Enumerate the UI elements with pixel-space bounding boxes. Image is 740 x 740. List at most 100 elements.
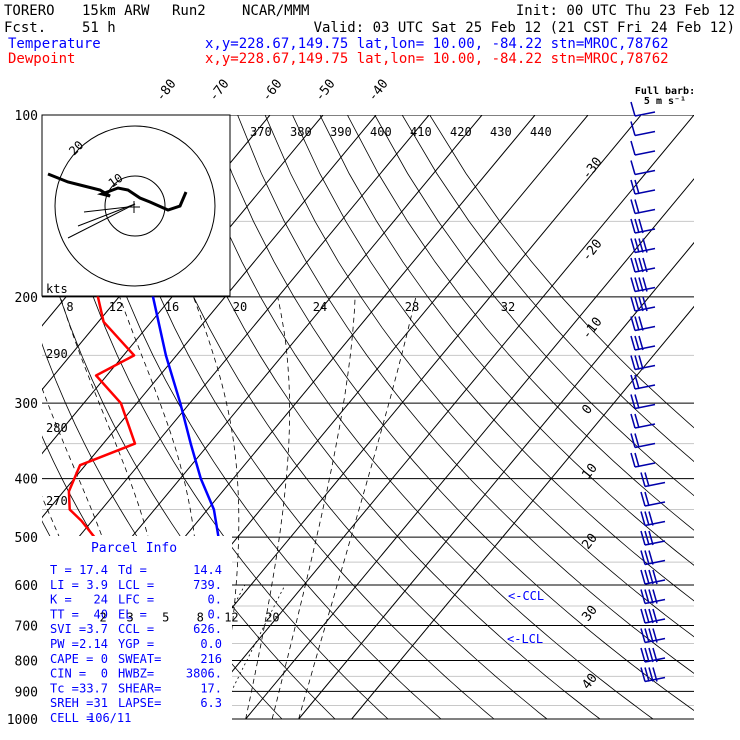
parcel-info-cell: SWEAT= [118, 652, 161, 666]
parcel-info-cell: LI = [50, 578, 79, 592]
parcel-info-cell: 40 [94, 607, 108, 621]
parcel-info-cell: LCL = [118, 578, 154, 592]
forecast-label: Fcst. [4, 20, 46, 36]
wind-barb [630, 199, 656, 215]
parcel-info-cell: Td = [118, 563, 147, 577]
wind-barb [630, 452, 656, 468]
init-time: Init: 00 UTC Thu 23 Feb 12 [516, 3, 735, 19]
wind-barb [640, 589, 666, 605]
theta-e-label: 410 [410, 125, 432, 139]
mixing-ratio-label: 12 [224, 610, 238, 624]
isotherm [245, 178, 694, 720]
dry-adiabat [292, 115, 694, 602]
hodograph-ring-outer [54, 125, 216, 287]
lcl-annotation: <-LCL [507, 632, 543, 646]
pressure-label: 300 [15, 397, 38, 412]
barb-units: 5 m s⁻¹ [644, 96, 686, 107]
dry-adiabat [127, 115, 548, 720]
mixing-ratio-label: 3 [126, 610, 133, 624]
parcel-info-cell: 14.4 [193, 563, 222, 577]
dry-adiabat [264, 115, 694, 638]
speed-tick-label: 12 [109, 300, 123, 314]
legend-temperature: Temperature [8, 36, 101, 52]
isotherm [298, 241, 694, 720]
parcel-info-cell: YGP = [118, 637, 154, 651]
theta-e-label: 370 [250, 125, 272, 139]
wind-barb [630, 218, 656, 234]
wind-barb [640, 530, 666, 546]
theta-e-label: 380 [290, 125, 312, 139]
speed-tick-label: 32 [501, 300, 515, 314]
dry-adiabat [100, 115, 495, 720]
wind-barb [630, 160, 656, 176]
moist-adiabat [245, 296, 291, 720]
parcel-info-cell: 2.14 [79, 637, 108, 651]
dry-adiabat [154, 115, 601, 720]
theta-label: 290 [46, 347, 68, 361]
parcel-info-cell: 0. [208, 607, 222, 621]
wind-barb [630, 296, 656, 312]
pressure-label: 700 [15, 619, 38, 634]
hodograph-ring-inner [104, 175, 166, 237]
parcel-info-cell: 24 [94, 593, 108, 607]
parcel-info-cell: 33.7 [79, 681, 108, 695]
legend-dewpoint-info: x,y=228.67,149.75 lat,lon= 10.00, -84.22… [205, 51, 669, 67]
speed-tick-label: 16 [165, 300, 179, 314]
wind-barb [630, 277, 656, 293]
dry-adiabat [72, 115, 442, 720]
wind-barb [640, 628, 666, 644]
model-source: NCAR/MMM [242, 3, 309, 19]
wind-barb [630, 140, 656, 156]
wind-barb [640, 472, 666, 488]
mixing-ratio-label: 20 [265, 610, 279, 624]
wind-barb [630, 257, 656, 273]
parcel-info-cell: CCL = [118, 622, 154, 636]
parcel-info-cell: T = [50, 563, 72, 577]
parcel-info-cell: 0 [101, 652, 108, 666]
parcel-info-cell: 0. [208, 593, 222, 607]
isotherm [192, 115, 694, 720]
pressure-label: 1000 [7, 713, 38, 728]
ccl-annotation: <-CCL [508, 589, 544, 603]
parcel-info-title: Parcel Info [91, 541, 177, 556]
parcel-info-cell: EL = [118, 607, 147, 621]
parcel-info-cell: HWBZ= [118, 667, 154, 681]
parcel-info-cell: 739. [193, 578, 222, 592]
wind-barb [640, 647, 666, 663]
model-run: Run2 [172, 3, 206, 19]
theta-label: 280 [46, 421, 68, 435]
mixing-ratio-label: 8 [197, 610, 204, 624]
speed-tick-label: 24 [313, 300, 327, 314]
wind-barb [640, 569, 666, 585]
wind-barb [640, 491, 666, 507]
parcel-info-cell: 216 [200, 652, 222, 666]
pressure-label: 900 [15, 685, 38, 700]
isotherm [351, 305, 694, 720]
dry-adiabat [45, 115, 389, 720]
parcel-info-cell: CAPE = [50, 652, 93, 666]
wind-barb [630, 316, 656, 332]
legend-dewpoint: Dewpoint [8, 51, 75, 67]
parcel-info-cell: Tc = [50, 681, 79, 695]
dry-adiabat [237, 115, 694, 674]
parcel-info-cell: LFC = [118, 593, 154, 607]
dry-adiabat [319, 115, 694, 566]
parcel-info-cell: SREH = [50, 696, 93, 710]
wind-barb [630, 101, 656, 117]
wind-barb [640, 667, 666, 683]
isotherm [42, 115, 430, 583]
theta-e-label: 430 [490, 125, 512, 139]
pressure-label: 100 [15, 109, 38, 124]
hodograph-units: kts [46, 282, 68, 296]
theta-e-label: 400 [370, 125, 392, 139]
legend-temperature-info: x,y=228.67,149.75 lat,lon= 10.00, -84.22… [205, 36, 669, 52]
parcel-info-cell: 3.9 [86, 578, 108, 592]
dry-adiabat [347, 115, 694, 531]
moist-adiabat [298, 296, 417, 720]
speed-tick-label: 8 [66, 300, 73, 314]
parcel-info-cell: 0.0 [200, 637, 222, 651]
parcel-info-cell: SVI = [50, 622, 86, 636]
dry-adiabat [401, 115, 694, 463]
